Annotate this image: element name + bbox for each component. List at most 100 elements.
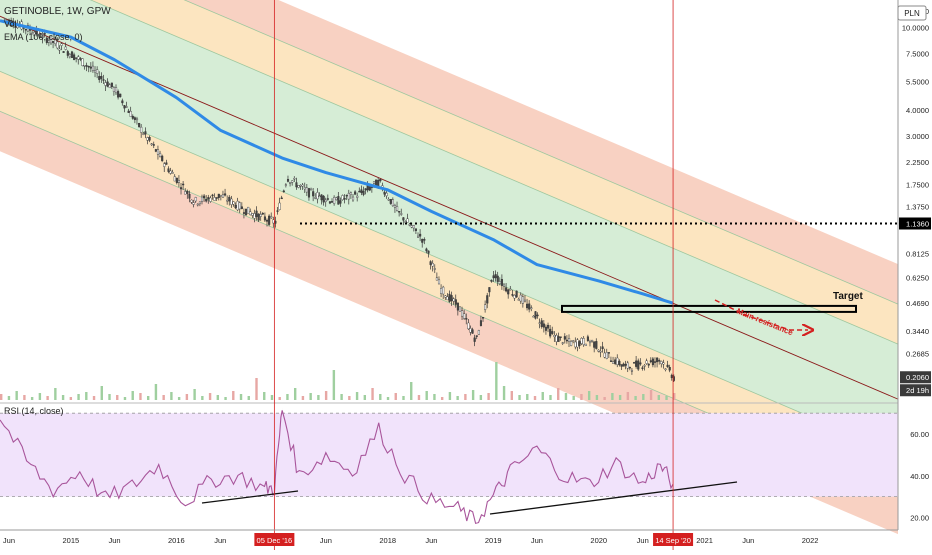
time-tick-label: 2019 [485, 536, 502, 545]
candle-body [394, 205, 396, 207]
candle-body [528, 304, 530, 309]
ema-label: EMA (100, close, 0) [4, 32, 83, 42]
candle-body [159, 153, 161, 157]
candle-body [461, 311, 463, 316]
level-tag-label: 1.1360 [906, 219, 929, 228]
candle-body [298, 185, 300, 187]
candle-body [115, 88, 117, 93]
candle-body [444, 296, 446, 297]
candle-body [245, 209, 247, 215]
candle-body [226, 200, 228, 201]
price-tick-label: 7.5000 [906, 50, 929, 59]
volume-bar [588, 391, 590, 400]
candle-body [512, 294, 514, 295]
candle-body [652, 359, 654, 365]
candle-body [457, 303, 459, 310]
volume-bar [642, 394, 644, 400]
candle-body [329, 202, 331, 204]
candle-body [82, 59, 84, 66]
volume-bar [139, 393, 141, 400]
volume-bar [580, 394, 582, 400]
candle-body [260, 214, 262, 216]
candle-body [497, 276, 499, 282]
candle-body [304, 187, 306, 189]
candle-body [363, 191, 365, 194]
candle-body [140, 127, 142, 132]
candle-body [59, 49, 61, 50]
candle-body [407, 219, 409, 222]
candle-body [319, 196, 321, 197]
candle-body [608, 352, 610, 353]
candle-body [317, 192, 319, 199]
price-tick-label: 4.0000 [906, 106, 929, 115]
candle-body [558, 336, 560, 341]
candle-body [96, 70, 98, 74]
candle-body [480, 321, 482, 326]
candle-body [86, 65, 88, 66]
candle-body [503, 285, 505, 286]
volume-bar [596, 395, 598, 400]
candle-body [117, 91, 119, 97]
volume-bar [348, 396, 350, 400]
candle-body [168, 169, 170, 172]
candle-body [455, 300, 457, 305]
volume-bar [456, 396, 458, 400]
volume-bar [627, 392, 629, 400]
candle-body [218, 194, 220, 198]
candle-body [633, 362, 635, 363]
candle-body [231, 199, 233, 205]
candle-body [667, 365, 669, 367]
volume-bar [15, 391, 17, 400]
candle-body [539, 323, 541, 324]
candle-body [390, 199, 392, 203]
volume-bar [263, 392, 265, 400]
candle-body [478, 330, 480, 334]
volume-bar [147, 396, 149, 400]
candle-body [228, 197, 230, 201]
volume-bar [162, 395, 164, 400]
volume-label: Vol [4, 19, 17, 29]
candle-body [264, 217, 266, 220]
candle-body [543, 324, 545, 328]
volume-bar [603, 397, 605, 400]
volume-bar [410, 382, 412, 400]
candle-body [142, 134, 144, 135]
candle-body [612, 362, 614, 364]
volume-bar [170, 392, 172, 400]
candle-body [184, 191, 186, 194]
price-tick-label: 0.4690 [906, 299, 929, 308]
rsi-pane [0, 403, 898, 523]
candle-body [472, 330, 474, 334]
candle-body [468, 323, 470, 329]
candle-body [560, 337, 562, 338]
candle-body [631, 370, 633, 371]
volume-bar [232, 391, 234, 400]
candle-body [56, 42, 58, 48]
volume-bar [387, 397, 389, 400]
candle-body [541, 321, 543, 327]
volume-bar [472, 390, 474, 400]
rsi-tick-label: 60.00 [910, 430, 929, 439]
time-tick-label: 2021 [696, 536, 713, 545]
candle-body [147, 137, 149, 140]
candle-body [277, 211, 279, 212]
candle-body [593, 342, 595, 348]
candle-body [243, 212, 245, 213]
candle-body [660, 361, 662, 363]
candle-body [214, 197, 216, 200]
price-tick-label: 0.3440 [906, 327, 929, 336]
candle-body [75, 58, 77, 59]
candle-body [665, 369, 667, 370]
candle-body [365, 189, 367, 190]
countdown-label: 2d 19h [906, 386, 929, 395]
candle-body [187, 191, 189, 193]
candle-body [476, 336, 478, 337]
candle-body [344, 198, 346, 199]
candle-body [453, 299, 455, 302]
volume-bar [426, 391, 428, 400]
candle-body [449, 294, 451, 302]
candle-body [323, 196, 325, 202]
candle-body [570, 341, 572, 345]
candle-body [220, 195, 222, 196]
